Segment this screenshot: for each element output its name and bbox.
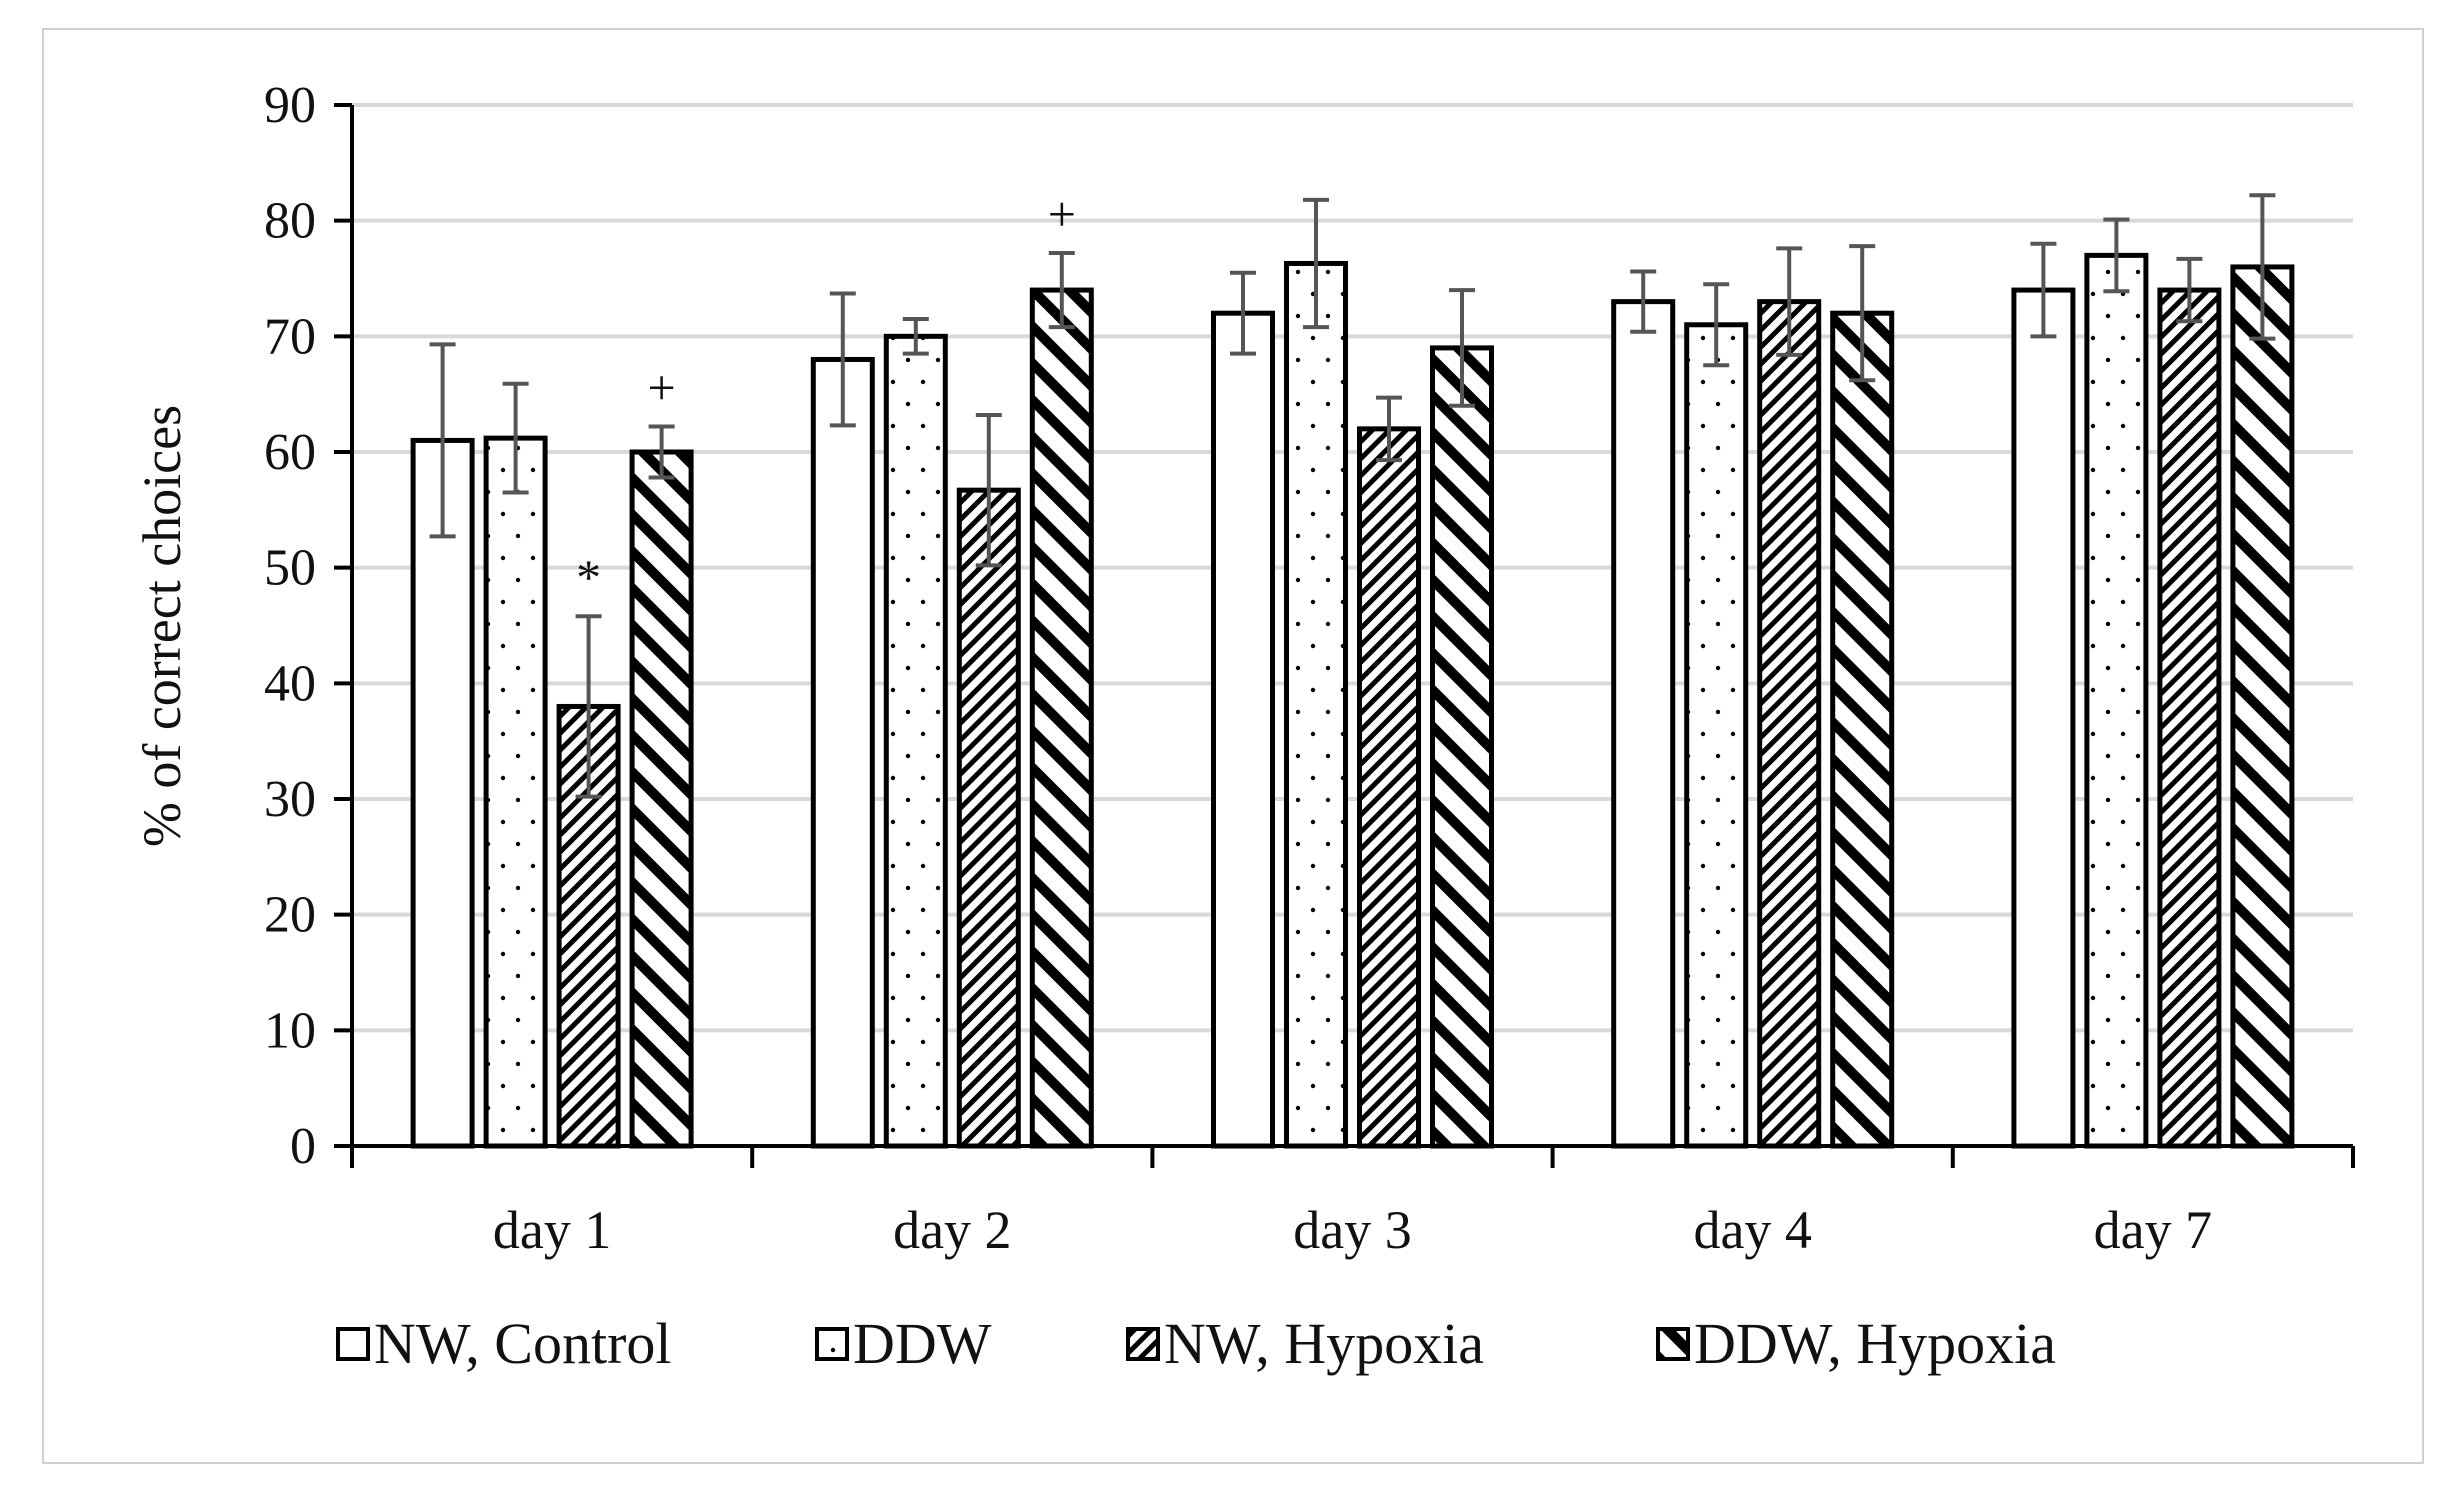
bar xyxy=(2011,287,2076,1149)
y-tick-label: 70 xyxy=(264,308,316,365)
x-tick-label: day 1 xyxy=(493,1200,611,1260)
x-tick-label: day 7 xyxy=(2094,1200,2212,1260)
y-tick-label: 10 xyxy=(264,1002,316,1059)
bar xyxy=(410,437,475,1149)
bar xyxy=(1757,299,1822,1149)
bar xyxy=(1684,322,1749,1149)
bars: * + + xyxy=(410,186,2295,1149)
y-tick-label: 50 xyxy=(264,540,316,597)
x-tick-label: day 3 xyxy=(1293,1200,1411,1260)
legend-swatch xyxy=(1126,1327,1160,1361)
y-tick-label: 20 xyxy=(264,887,316,944)
significance-marker: + xyxy=(647,360,675,416)
legend-label: NW, Hypoxia xyxy=(1164,1311,1484,1376)
bar xyxy=(1284,260,1348,1149)
y-tick-label: 40 xyxy=(264,655,316,712)
y-tick-label: 30 xyxy=(264,771,316,828)
y-tick-label: 0 xyxy=(290,1118,316,1175)
bar xyxy=(1430,345,1494,1149)
bar xyxy=(810,356,875,1149)
legend-swatch xyxy=(336,1327,370,1361)
y-tick-label: 60 xyxy=(264,424,316,481)
significance-marker: * xyxy=(576,549,601,605)
bar xyxy=(1611,299,1676,1149)
bar xyxy=(1211,310,1275,1149)
legend: NW, Control DDW NW, Hypoxia DDW, Hypoxia xyxy=(336,1311,2056,1376)
bar xyxy=(2230,264,2295,1149)
axes: 0 10 20 30 40 50 60 70 80 90 day 1 day 2 day 3 day 4 d… xyxy=(264,77,2355,1260)
legend-label: DDW xyxy=(853,1311,992,1376)
x-tick-label: day 4 xyxy=(1693,1200,1811,1260)
legend-swatch xyxy=(1656,1327,1690,1361)
chart-frame xyxy=(42,28,2424,1464)
bar xyxy=(1357,426,1421,1149)
bar xyxy=(1830,310,1895,1149)
bar xyxy=(883,333,948,1149)
bar xyxy=(1029,287,1094,1149)
y-tick-label: 90 xyxy=(264,77,316,134)
bar xyxy=(2084,252,2149,1149)
bar xyxy=(2157,287,2222,1149)
legend-label: DDW, Hypoxia xyxy=(1694,1311,2056,1376)
bar xyxy=(483,435,548,1149)
significance-marker: + xyxy=(1048,186,1076,242)
legend-swatch xyxy=(815,1327,849,1361)
legend-label: NW, Control xyxy=(374,1311,672,1376)
y-tick-label: 80 xyxy=(264,193,316,250)
bar xyxy=(956,487,1021,1149)
bar xyxy=(629,449,694,1149)
x-tick-label: day 2 xyxy=(893,1200,1011,1260)
y-axis-title: % of correct choices xyxy=(132,405,192,847)
